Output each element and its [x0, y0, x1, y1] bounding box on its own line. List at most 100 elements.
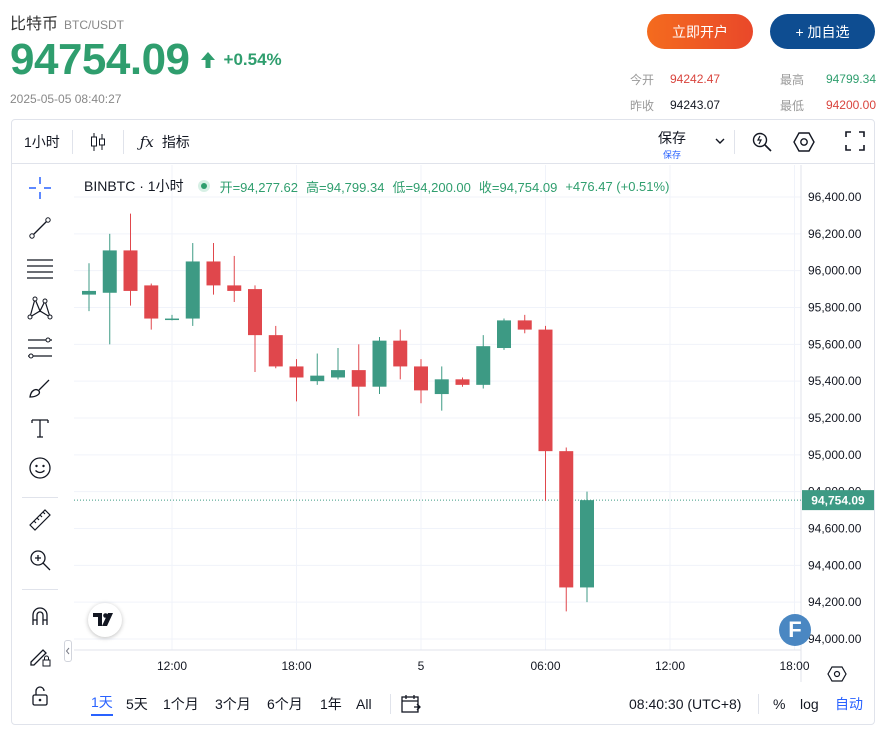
range-1y[interactable]: 1年: [320, 696, 342, 712]
prev-close-value: 94243.07: [670, 98, 721, 112]
candle-body: [414, 366, 428, 391]
time-tick-label: 06:00: [530, 659, 560, 673]
price-tick-label: 96,000.00: [808, 264, 862, 278]
low-label: 最低: [780, 98, 805, 113]
candle-body: [268, 335, 283, 367]
candle-body: [289, 366, 304, 378]
open-account-button[interactable]: 立即开户: [647, 14, 753, 49]
price-tick-label: 95,800.00: [808, 301, 862, 315]
asset-title: 比特币 BTC/USDT: [10, 10, 124, 34]
candle-style-icon[interactable]: [73, 120, 123, 164]
brush-icon[interactable]: [25, 373, 55, 403]
sidebar-divider: [22, 589, 58, 590]
percent-toggle[interactable]: %: [773, 696, 786, 712]
bottom-divider: [758, 694, 759, 714]
indicators-button[interactable]: ƒx 指标: [124, 120, 206, 164]
candle-body: [559, 451, 574, 588]
text-icon[interactable]: [25, 413, 55, 443]
interval-selector[interactable]: 1小时: [24, 133, 60, 150]
pencil-lock-icon[interactable]: [25, 641, 55, 671]
auto-toggle[interactable]: 自动: [835, 696, 863, 712]
candle-body: [580, 500, 594, 588]
time-tick-label: 12:00: [157, 659, 187, 673]
candle-body: [331, 370, 345, 378]
candle-body: [165, 318, 179, 321]
last-price: 94754.09: [10, 35, 190, 84]
time-tick-label: 12:00: [655, 659, 685, 673]
axis-settings-icon: [827, 666, 847, 682]
range-all[interactable]: All: [356, 696, 372, 712]
lock-icon[interactable]: [25, 681, 55, 711]
ruler-icon[interactable]: [25, 505, 55, 535]
price-tick-label: 96,400.00: [808, 190, 862, 204]
emoji-icon[interactable]: [25, 453, 55, 483]
prev-close-label: 昨收: [630, 98, 655, 113]
save-sublabel: 保存: [662, 150, 681, 160]
horizontal-lines-icon[interactable]: [25, 253, 55, 283]
price-tick-label: 94,400.00: [808, 558, 862, 572]
bottom-divider: [390, 694, 391, 714]
up-arrow-icon: [200, 50, 216, 70]
candlestick-chart[interactable]: 94,000.0094,200.0094,400.0094,600.0094,8…: [12, 120, 874, 724]
quote-stats: 今开 94242.47 最高 94799.34 昨收 94243.07 最低 9…: [630, 66, 876, 118]
range-6m[interactable]: 6个月: [267, 696, 303, 712]
log-toggle[interactable]: log: [800, 696, 819, 712]
high-label: 最高: [780, 72, 805, 87]
chevron-down-icon[interactable]: [714, 134, 726, 152]
range-3m[interactable]: 3个月: [215, 696, 251, 712]
calendar-icon[interactable]: [400, 693, 422, 718]
current-price-label: 94,754.09: [811, 494, 865, 508]
price-tick-label: 94,600.00: [808, 522, 862, 536]
legend-close: 收=94,754.09: [478, 179, 558, 195]
range-1d[interactable]: 1天: [91, 692, 113, 716]
brand-badge-icon: F: [779, 614, 811, 646]
sidebar-collapse-handle[interactable]: [64, 640, 72, 662]
candle-body: [123, 250, 138, 291]
candle-body: [538, 329, 553, 452]
drawing-toolbar: [12, 165, 68, 725]
time-tick-label: 5: [418, 659, 425, 673]
price-tick-label: 96,200.00: [808, 227, 862, 241]
chart-bottom-bar: 1天 5天 1个月 3个月 6个月 1年 All 08:40:30 (UTC+8…: [12, 683, 874, 725]
asset-name: 比特币: [10, 16, 59, 33]
fib-retracement-icon[interactable]: [25, 333, 55, 363]
crosshair-icon[interactable]: [25, 173, 55, 203]
pattern-icon[interactable]: [25, 293, 55, 323]
fullscreen-icon[interactable]: [844, 130, 866, 157]
axis-settings-icon-center: [833, 670, 841, 678]
time-tick-label: 18:00: [779, 659, 809, 673]
save-button[interactable]: 保存 保存: [658, 128, 686, 161]
zoom-in-icon[interactable]: [25, 545, 55, 575]
settings-icon[interactable]: [792, 130, 816, 159]
current-price-tag: [802, 490, 874, 511]
open-label: 今开: [630, 72, 655, 87]
toolbar-divider: [71, 129, 73, 154]
asset-pair: BTC/USDT: [64, 18, 125, 32]
candle-body: [310, 375, 325, 382]
range-5d[interactable]: 5天: [126, 696, 148, 712]
indicators-label: 指标: [161, 133, 190, 150]
candle-body: [102, 250, 117, 293]
toolbar-divider: [122, 129, 124, 154]
candle-body: [455, 379, 470, 385]
fx-icon: ƒx: [139, 132, 154, 151]
candle-body: [372, 340, 387, 387]
price-row: 94754.09 +0.54%: [10, 36, 282, 84]
save-label: 保存: [658, 130, 686, 146]
candle-body: [351, 370, 366, 387]
price-tick-label: 95,000.00: [808, 448, 862, 462]
clock-time[interactable]: 08:40:30 (UTC+8): [629, 696, 742, 712]
tradingview-logo[interactable]: [88, 603, 122, 637]
range-1m[interactable]: 1个月: [163, 696, 199, 712]
magnet-icon[interactable]: [25, 601, 55, 631]
chart-toolbar: 1小时 ƒx 指标 保存 保存: [12, 120, 874, 164]
legend-high: 高=94,799.34: [306, 179, 385, 195]
add-watchlist-button[interactable]: + 加自选: [770, 14, 875, 49]
change-percent: +0.54%: [223, 50, 282, 69]
legend-symbol: BINBTC · 1小时: [84, 178, 184, 194]
trend-line-icon[interactable]: [25, 213, 55, 243]
quick-search-icon[interactable]: [750, 130, 774, 159]
candle-body: [476, 346, 491, 385]
legend-low: 低=94,200.00: [392, 179, 471, 195]
legend-open: 开=94,277.62: [219, 179, 299, 195]
